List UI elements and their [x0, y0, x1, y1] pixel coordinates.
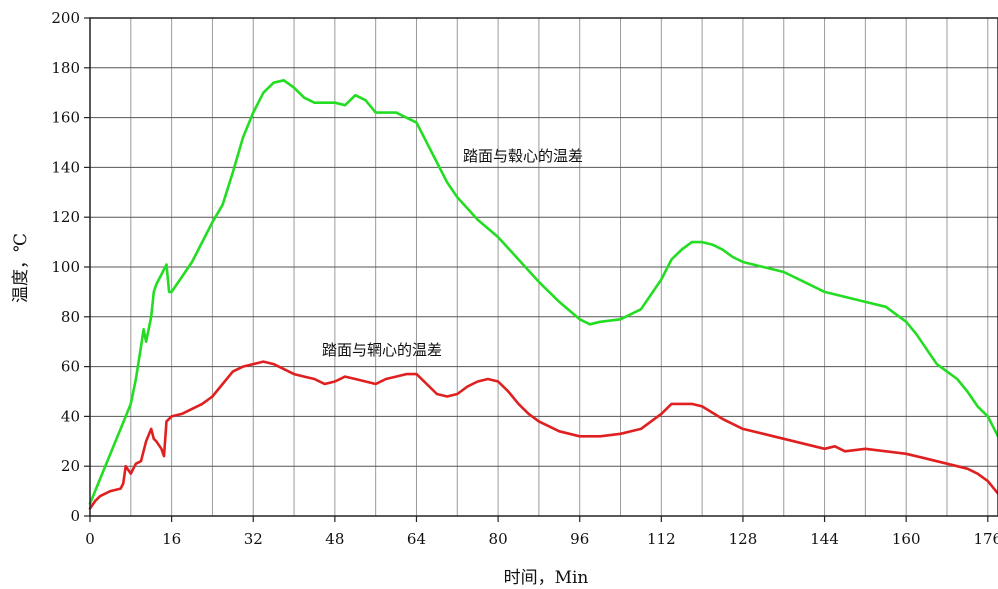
y-tick-label: 180	[51, 59, 80, 77]
y-tick-label: 100	[51, 258, 80, 276]
x-tick-label: 48	[325, 530, 344, 548]
x-tick-label: 16	[162, 530, 181, 548]
annotation-rim-diff: 踏面与辋心的温差	[322, 341, 442, 359]
x-tick-label: 160	[892, 530, 921, 548]
y-tick-labels: 0 20 40 60 80 100 120 140 160 180 200	[51, 9, 90, 525]
y-tick-label: 80	[61, 308, 80, 326]
y-tick-label: 160	[51, 109, 80, 127]
x-tick-label: 112	[647, 530, 676, 548]
series-line-0	[88, 79, 998, 505]
x-tick-label: 96	[570, 530, 589, 548]
y-tick-label: 40	[61, 407, 80, 425]
series-group	[88, 79, 998, 510]
series-line-1	[88, 360, 998, 510]
x-tick-label: 128	[729, 530, 758, 548]
x-tick-label: 176	[973, 530, 998, 548]
x-tick-label: 0	[85, 530, 95, 548]
y-tick-label: 120	[51, 208, 80, 226]
y-tick-label: 60	[61, 358, 80, 376]
x-tick-label: 32	[244, 530, 263, 548]
y-tick-label: 140	[51, 158, 80, 176]
x-axis-label: 时间，Min	[504, 568, 589, 588]
grid-lines	[90, 18, 998, 516]
y-tick-label: 0	[70, 507, 80, 525]
x-tick-label: 80	[489, 530, 508, 548]
x-tick-label: 64	[407, 530, 426, 548]
annotation-hub-diff: 踏面与毂心的温差	[463, 147, 583, 165]
y-tick-label: 20	[61, 457, 80, 475]
x-tick-label: 144	[810, 530, 839, 548]
x-tick-labels: 0 16 32 48 64 80 96 112 128 144 160 176	[85, 516, 998, 548]
y-tick-label: 200	[51, 9, 80, 27]
y-axis-label: 温度，℃	[11, 233, 31, 303]
